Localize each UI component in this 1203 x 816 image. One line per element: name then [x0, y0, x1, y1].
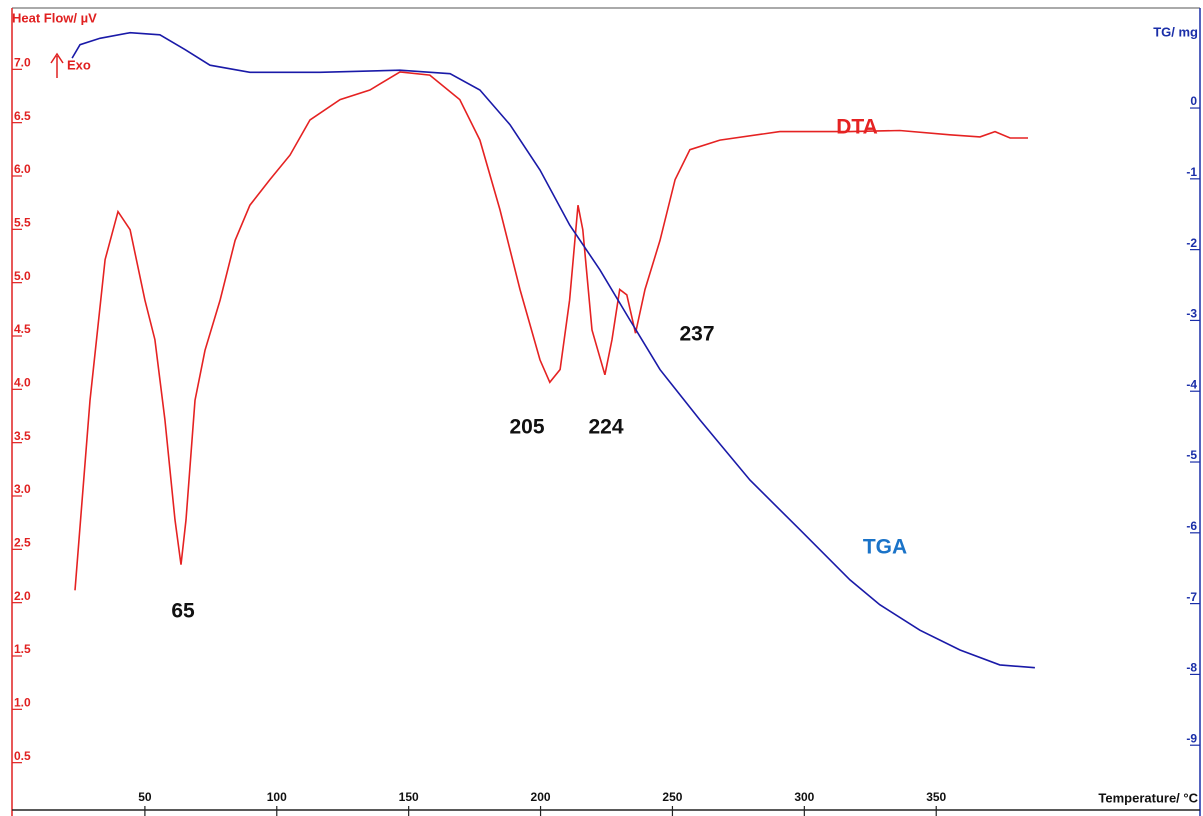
y-tick-label: 2.5 — [14, 536, 31, 550]
y2-tick-label: -9 — [1186, 731, 1197, 745]
series-line — [74, 71, 1028, 591]
y-tick-label: 1.0 — [14, 696, 31, 710]
y2-tick-label: -8 — [1186, 661, 1197, 675]
y2-tick-label: -4 — [1186, 377, 1197, 391]
exo-label: Exo — [67, 57, 91, 72]
y2-tick-label: -2 — [1186, 236, 1197, 250]
y2-tick-label: -6 — [1186, 519, 1197, 533]
x-tick-label: 50 — [138, 790, 152, 804]
x-tick-label: 250 — [662, 790, 682, 804]
x-tick-label: 200 — [531, 790, 551, 804]
y-axis-title: Heat Flow/ µV — [12, 10, 97, 25]
y2-axis-title: TG/ mg — [1153, 24, 1198, 39]
y-tick-label: 0.5 — [14, 749, 31, 763]
x-tick-label: 150 — [399, 790, 419, 804]
peak-label: 224 — [588, 416, 623, 439]
x-tick-label: 350 — [926, 790, 946, 804]
series-label: TGA — [863, 536, 907, 559]
x-tick-label: 300 — [794, 790, 814, 804]
y-tick-label: 2.0 — [14, 589, 31, 603]
exo-arrow — [50, 52, 64, 78]
series-line — [71, 31, 1035, 669]
y-tick-label: 6.0 — [14, 162, 31, 176]
y-tick-label: 7.0 — [14, 56, 31, 70]
y-tick-label: 5.0 — [14, 269, 31, 283]
y-tick-label: 1.5 — [14, 642, 31, 656]
y-tick-label: 5.5 — [14, 216, 31, 230]
y2-tick-label: -5 — [1186, 448, 1197, 462]
y2-tick-label: -3 — [1186, 307, 1197, 321]
x-axis-title: Temperature/ °C — [1098, 790, 1198, 805]
y2-tick-label: -1 — [1186, 165, 1197, 179]
y-tick-label: 3.5 — [14, 429, 31, 443]
peak-label: 205 — [509, 416, 544, 439]
series-label: DTA — [836, 116, 878, 139]
y2-tick-label: 0 — [1190, 94, 1197, 108]
y-tick-label: 4.5 — [14, 322, 31, 336]
y2-tick-label: -7 — [1186, 590, 1197, 604]
y-tick-label: 6.5 — [14, 109, 31, 123]
peak-label: 237 — [679, 323, 714, 346]
y-tick-label: 3.0 — [14, 482, 31, 496]
y-tick-label: 4.0 — [14, 376, 31, 390]
x-tick-label: 100 — [267, 790, 287, 804]
peak-label: 65 — [171, 600, 195, 623]
